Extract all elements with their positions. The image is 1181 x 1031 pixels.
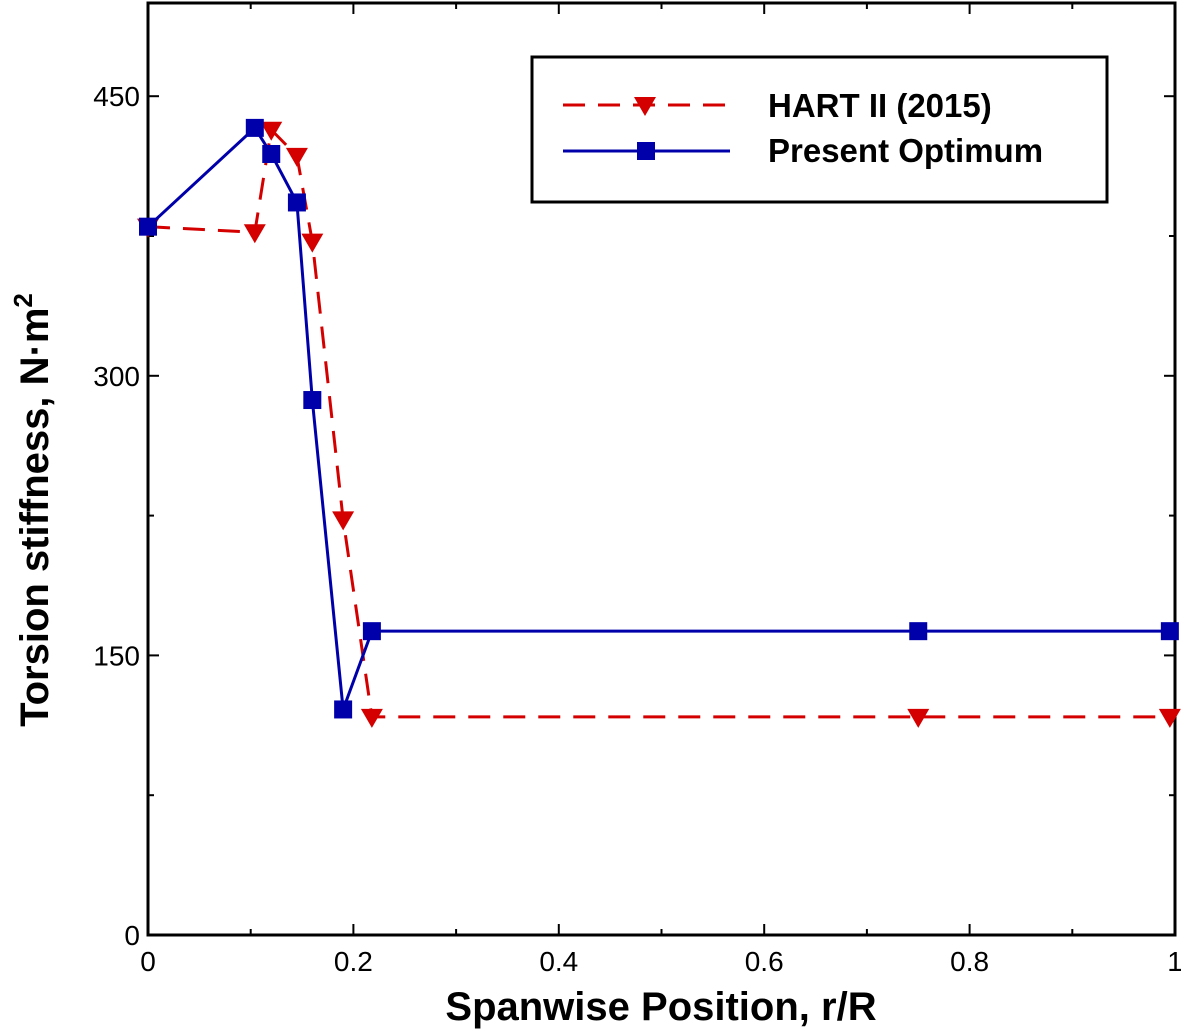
- data-point-hart: [243, 224, 266, 244]
- series-layer: [137, 118, 1181, 728]
- y-tick-label: 450: [93, 81, 140, 112]
- legend: HART II (2015) Present Optimum: [530, 55, 1109, 204]
- y-tick-label: 150: [93, 640, 140, 671]
- data-point-present: [1160, 622, 1179, 641]
- series-line-1: [146, 126, 1170, 711]
- data-point-present: [334, 700, 353, 719]
- legend-box: [530, 55, 1109, 204]
- legend-label-present: Present Optimum: [768, 132, 1043, 169]
- data-point-present: [262, 144, 281, 163]
- data-point-present: [909, 622, 928, 641]
- data-point-present: [287, 193, 306, 212]
- data-point-present: [303, 391, 322, 410]
- series-line-0: [147, 128, 1170, 719]
- x-tick-label: 0: [140, 946, 156, 977]
- y-tick-label: 300: [93, 361, 140, 392]
- legend-marker-present: [637, 142, 655, 160]
- x-tick-label: 0.4: [539, 946, 578, 977]
- data-point-hart: [360, 708, 383, 728]
- x-axis-title: Spanwise Position, r/R: [445, 985, 876, 1029]
- data-point-present: [139, 217, 157, 236]
- legend-label-hart: HART II (2015): [768, 87, 992, 124]
- legend-marker-hart: [634, 97, 656, 116]
- y-tick-label: 0: [124, 920, 140, 951]
- x-tick-label: 0.8: [950, 946, 989, 977]
- x-tick-label: 0.2: [334, 946, 373, 977]
- data-point-hart: [332, 511, 355, 531]
- data-point-hart: [301, 233, 324, 253]
- x-tick-label: 1: [1167, 946, 1181, 977]
- data-point-hart: [907, 708, 930, 728]
- data-point-hart: [285, 147, 308, 167]
- axis-ticks: [147, 3, 1176, 936]
- data-point-hart: [1158, 708, 1181, 728]
- y-axis-title-main: Torsion stiffness, N·m: [13, 308, 57, 727]
- data-point-present: [362, 622, 381, 641]
- y-axis-title: Torsion stiffness, N·m2: [8, 293, 57, 727]
- x-tick-label: 0.6: [745, 946, 784, 977]
- y-axis-title-superscript: 2: [8, 293, 38, 307]
- data-point-hart: [260, 121, 283, 141]
- data-point-present: [245, 118, 264, 137]
- axis-tick-labels: 0 0.2 0.4 0.6 0.8 1 0 150 300 450: [93, 81, 1181, 977]
